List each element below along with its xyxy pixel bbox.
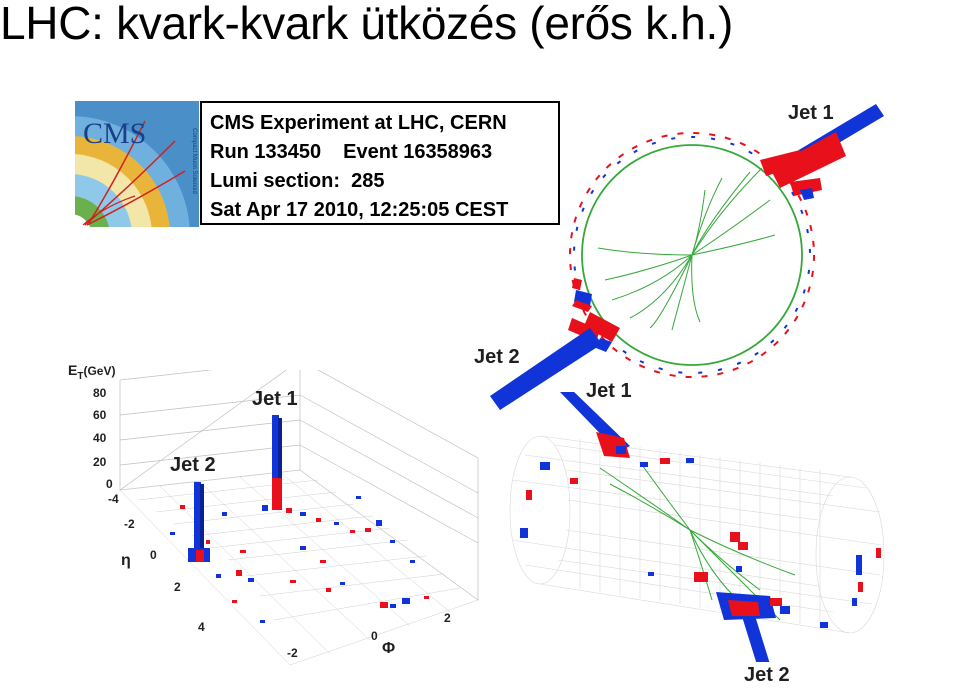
- slide-title: LHC: kvark-kvark ütközés (erős k.h.): [0, 0, 734, 49]
- transverse-view: [568, 104, 884, 378]
- lumi-label: Lumi section:: [210, 170, 341, 192]
- lego-jet1-hcal-tower: [272, 415, 279, 510]
- z-tick-40: 40: [93, 431, 107, 445]
- cylinder-jet1-ecal-tower: [596, 432, 630, 458]
- cylinder-jet2-hcal-tower: [740, 606, 770, 662]
- phi-tick-m2: -2: [287, 646, 298, 660]
- cms-logo: CMS Compact Muon Solenoid: [75, 101, 199, 227]
- cylinder-view: [509, 392, 885, 662]
- z-tick-0: 0: [106, 477, 113, 491]
- datetime-line: Sat Apr 17 2010, 12:25:05 CEST: [210, 199, 509, 221]
- run-event-line: Run 133450 Event 16358963: [210, 138, 558, 167]
- lego-floor-grid: [119, 469, 479, 666]
- lego-jet1-ecal-tower: [272, 478, 282, 510]
- lumi-value: 285: [351, 170, 385, 192]
- transverse-jet2-label: Jet 2: [474, 346, 520, 368]
- cylinder-jet1-label: Jet 1: [586, 380, 632, 402]
- lego-plot: [118, 370, 479, 666]
- z-tick-60: 60: [93, 408, 107, 422]
- phi-tick-0: 0: [371, 629, 378, 643]
- jet2-ecal-tower: [584, 312, 620, 342]
- eta-tick-0: 0: [150, 548, 157, 562]
- jet1-ecal-tower: [770, 132, 846, 188]
- lego-small-towers: [170, 496, 429, 623]
- tracker-circle: [581, 144, 803, 366]
- logo-text: CMS: [83, 117, 146, 150]
- eta-tick-m2: -2: [124, 517, 135, 531]
- transverse-jet1-label: Jet 1: [788, 102, 834, 124]
- ecal-ring: [569, 132, 815, 378]
- run-label: Run 133450: [210, 141, 322, 163]
- lego-jet2-hcal-tower: [194, 482, 201, 562]
- eta-axis-label: η: [121, 552, 131, 569]
- phi-tick-2: 2: [444, 611, 451, 625]
- lego-jet2-label: Jet 2: [170, 454, 216, 476]
- cylinder-grid: [509, 435, 885, 634]
- hcal-ring: [573, 136, 811, 374]
- z-tick-80: 80: [93, 386, 107, 400]
- logo-subtitle: Compact Muon Solenoid: [191, 128, 197, 194]
- eta-tick-m4: -4: [108, 492, 119, 506]
- z-tick-20: 20: [93, 455, 107, 469]
- cylinder-small-towers: [520, 446, 881, 628]
- lumi-line: Lumi section: 285: [210, 167, 558, 196]
- track-bundle: [597, 167, 776, 331]
- experiment-line: CMS Experiment at LHC, CERN: [210, 112, 507, 134]
- eta-tick-4: 4: [198, 620, 205, 634]
- lego-jet1-label: Jet 1: [252, 388, 298, 410]
- event-info-box: CMS Experiment at LHC, CERN Run 133450 Ev…: [200, 101, 560, 225]
- cylinder-jet2-ecal-tower: [728, 600, 760, 616]
- eta-tick-2: 2: [174, 580, 181, 594]
- lego-z-axis-label: ET(GeV): [68, 362, 116, 382]
- lego-back-walls: [118, 370, 479, 601]
- event-label: Event 16358963: [343, 141, 493, 163]
- cylinder-jet2-label: Jet 2: [744, 664, 790, 686]
- transverse-jet2-hcal-tower: [490, 328, 602, 410]
- phi-axis-label: Φ: [382, 640, 396, 657]
